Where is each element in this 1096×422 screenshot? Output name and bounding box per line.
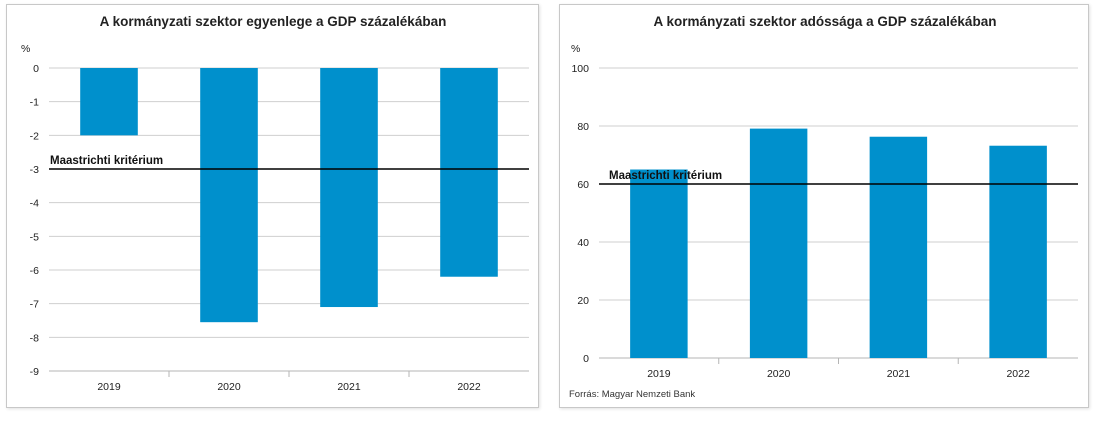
reference-line-label: Maastrichti kritérium: [609, 170, 722, 182]
bar-2022: [440, 68, 498, 277]
x-tick-label: 2022: [457, 381, 481, 393]
bar-2020: [200, 68, 258, 323]
x-tick-label: 2022: [1006, 368, 1030, 380]
y-tick-label: -5: [30, 231, 39, 243]
x-tick-label: 2019: [97, 381, 121, 393]
y-tick-label: 80: [577, 121, 589, 133]
y-tick-label: -2: [30, 130, 39, 142]
x-tick-label: 2019: [647, 368, 671, 380]
reference-line-label: Maastrichti kritérium: [50, 155, 163, 167]
y-tick-label: -4: [30, 198, 39, 210]
bar-2021: [320, 68, 378, 308]
y-tick-label: -3: [30, 164, 39, 176]
bar-2022: [989, 145, 1047, 358]
y-tick-label: -9: [30, 366, 39, 378]
y-tick-label: 100: [571, 63, 589, 75]
y-tick-label: 20: [577, 295, 589, 307]
y-tick-label: 40: [577, 237, 589, 249]
chart-title: A kormányzati szektor egyenlege a GDP sz…: [100, 14, 447, 29]
y-axis-unit: %: [21, 43, 30, 55]
balance-chart: A kormányzati szektor egyenlege a GDP sz…: [21, 14, 529, 393]
y-tick-label: 0: [583, 353, 589, 365]
chart-title: A kormányzati szektor adóssága a GDP szá…: [654, 14, 997, 29]
chart-panel-balance: A kormányzati szektor egyenlege a GDP sz…: [6, 4, 539, 408]
y-tick-label: -8: [30, 332, 39, 344]
bar-2020: [749, 128, 808, 358]
y-tick-label: 60: [577, 179, 589, 191]
bar-2019: [80, 68, 138, 136]
chart-panel-debt: A kormányzati szektor adóssága a GDP szá…: [559, 4, 1089, 408]
y-axis-unit: %: [571, 43, 580, 55]
y-tick-label: -7: [30, 299, 39, 311]
bar-2021: [869, 136, 928, 358]
y-tick-label: -6: [30, 265, 39, 277]
debt-chart: A kormányzati szektor adóssága a GDP szá…: [569, 14, 1078, 400]
x-tick-label: 2021: [337, 381, 361, 393]
x-tick-label: 2021: [887, 368, 911, 380]
x-tick-label: 2020: [217, 381, 241, 393]
y-tick-label: 0: [33, 63, 39, 75]
bar-2019: [630, 169, 688, 358]
y-tick-label: -1: [30, 97, 39, 109]
source-note: Forrás: Magyar Nemzeti Bank: [569, 389, 695, 400]
x-tick-label: 2020: [767, 368, 791, 380]
